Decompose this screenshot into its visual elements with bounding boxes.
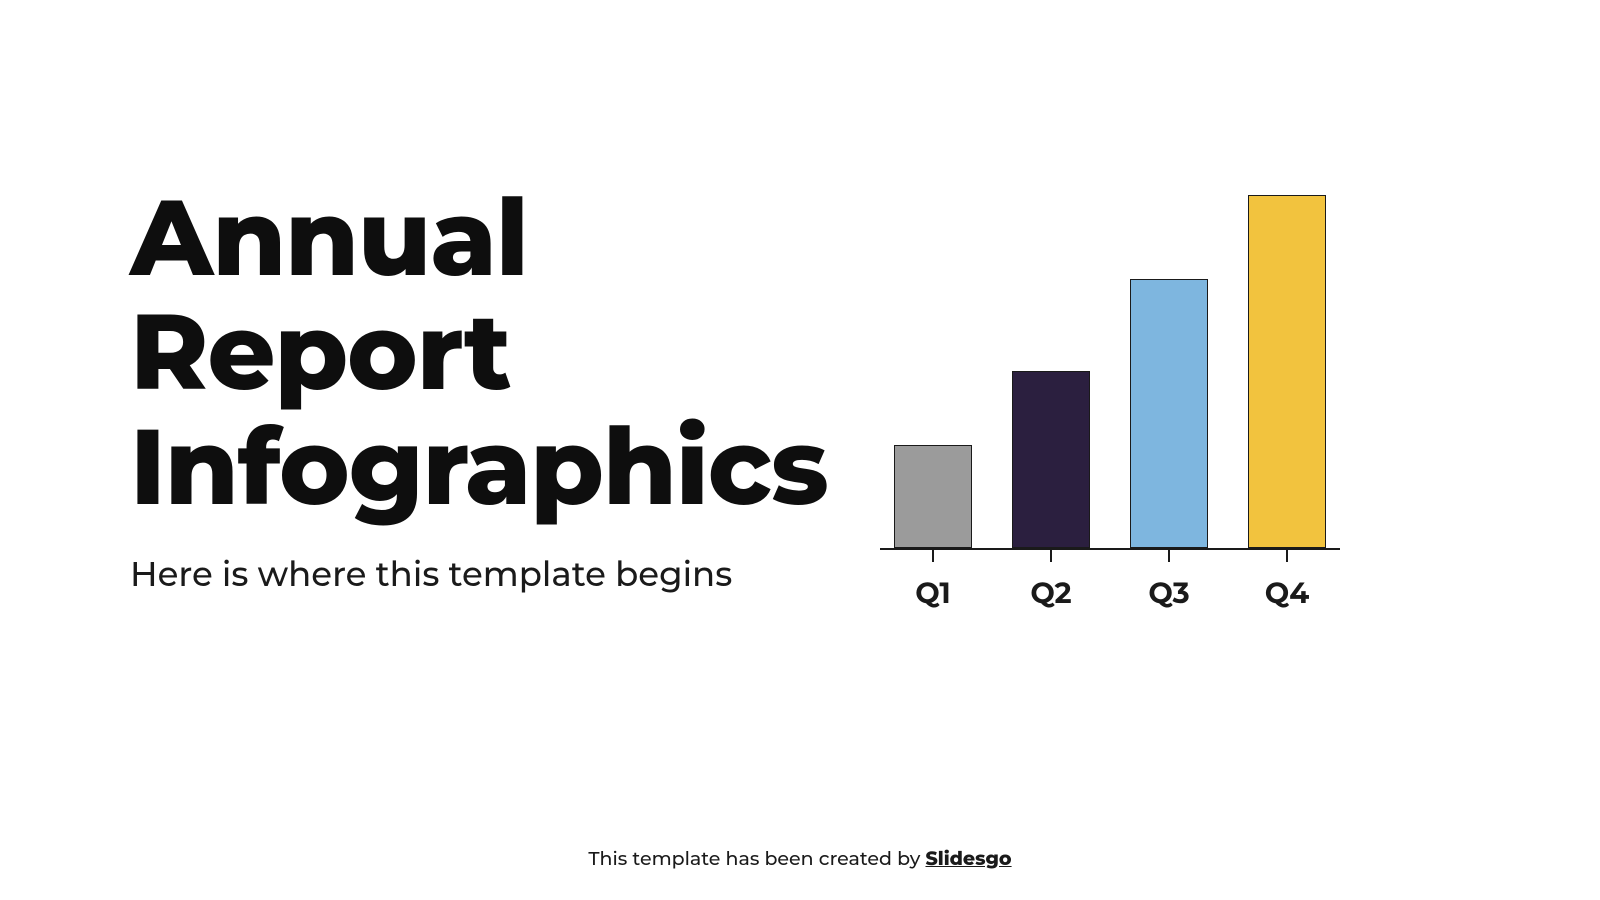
title-block: Annual Report Infographics Here is where…: [130, 180, 890, 595]
quarterly-bar-chart: Q1 Q2 Q3 Q4: [880, 180, 1340, 590]
chart-bars: [880, 180, 1340, 548]
label-q2: Q2: [1012, 576, 1090, 611]
tick-q4: [1248, 550, 1326, 562]
label-q1: Q1: [894, 576, 972, 611]
tick-q3: [1130, 550, 1208, 562]
chart-ticks: [880, 550, 1340, 562]
footer-brand: Slidesgo: [925, 847, 1011, 870]
footer-credit: This template has been created by Slides…: [0, 847, 1600, 870]
tick-q2: [1012, 550, 1090, 562]
bar-q4: [1248, 195, 1326, 548]
bar-q1: [894, 445, 972, 548]
tick-q1: [894, 550, 972, 562]
bar-q3: [1130, 279, 1208, 548]
label-q3: Q3: [1130, 576, 1208, 611]
slide-subtitle: Here is where this template begins: [130, 553, 890, 595]
slide-title: Annual Report Infographics: [130, 180, 890, 523]
chart-labels: Q1 Q2 Q3 Q4: [880, 576, 1340, 611]
footer-prefix: This template has been created by: [588, 847, 925, 870]
bar-q2: [1012, 371, 1090, 548]
label-q4: Q4: [1248, 576, 1326, 611]
